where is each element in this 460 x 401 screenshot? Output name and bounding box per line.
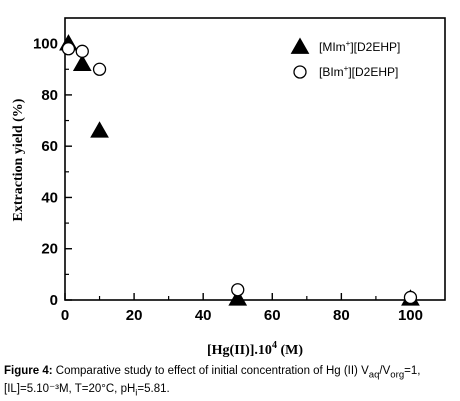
triangle-point: [90, 121, 109, 138]
y-tick-label: 100: [33, 36, 58, 53]
x-tick-label: 20: [126, 307, 143, 324]
circle-point: [231, 283, 245, 297]
caption-text-4: =5.81.: [137, 383, 170, 396]
y-tick-label: 40: [41, 189, 58, 206]
y-tick-label: 80: [41, 87, 58, 104]
circle-point: [92, 62, 107, 76]
x-axis-title-main: [Hg(II)].10: [207, 343, 272, 358]
caption-sub-i: i: [135, 387, 138, 399]
data-points: [59, 34, 420, 306]
legend-circle-marker: [293, 65, 307, 79]
caption-sub-aq: aq: [368, 369, 380, 381]
x-axis: 0 20 40 60 80 100: [61, 293, 423, 324]
caption-label: Figure 4:: [4, 365, 53, 377]
circle-point: [75, 44, 89, 58]
x-axis-title: [Hg(II)].104 (M): [207, 340, 303, 358]
legend-label-sup: +: [344, 64, 349, 73]
legend-label: [MIm+][D2EHP]: [319, 39, 400, 54]
caption-sub-org: org: [390, 369, 405, 381]
legend-label-rest: ][D2EHP]: [348, 65, 398, 79]
caption-text-2: /V: [379, 365, 391, 377]
x-tick-label: 80: [333, 307, 350, 324]
y-tick-label: 0: [50, 292, 58, 309]
circle-point: [61, 42, 76, 56]
legend: [MIm+][D2EHP][BIm+][D2EHP]: [290, 37, 400, 79]
legend-label-base: [BIm: [319, 65, 344, 79]
x-tick-label: 0: [61, 307, 69, 324]
y-axis: 0 20 40 60 80 100: [33, 36, 72, 309]
legend-label-sup: +: [346, 39, 351, 48]
y-axis-title: Extraction yield (%): [11, 98, 26, 221]
y-tick-label: 60: [41, 138, 58, 155]
caption-line-2: [IL]=5.10⁻³M, T=20°C, pH: [4, 383, 136, 396]
triangle-point: [72, 54, 92, 72]
legend-triangle-marker: [290, 37, 310, 54]
plot-frame: [64, 17, 446, 301]
x-tick-label: 60: [264, 307, 281, 324]
triangle-point: [228, 289, 248, 306]
x-axis-title-sup: 4: [272, 340, 277, 351]
caption-text-1: Comparative study to effect of initial c…: [52, 365, 369, 377]
legend-label: [BIm+][D2EHP]: [319, 64, 398, 79]
x-tick-label: 40: [195, 307, 212, 324]
caption-text-3: =1,: [404, 365, 421, 377]
legend-label-rest: ][D2EHP]: [350, 40, 400, 54]
x-axis-title-unit: (M): [277, 343, 303, 358]
y-tick-label: 20: [41, 241, 58, 258]
x-tick-label: 100: [398, 307, 423, 324]
circle-point: [403, 290, 418, 305]
legend-label-base: [MIm: [319, 40, 346, 54]
figure-caption: Figure 4: Comparative study to effect of…: [4, 364, 456, 401]
